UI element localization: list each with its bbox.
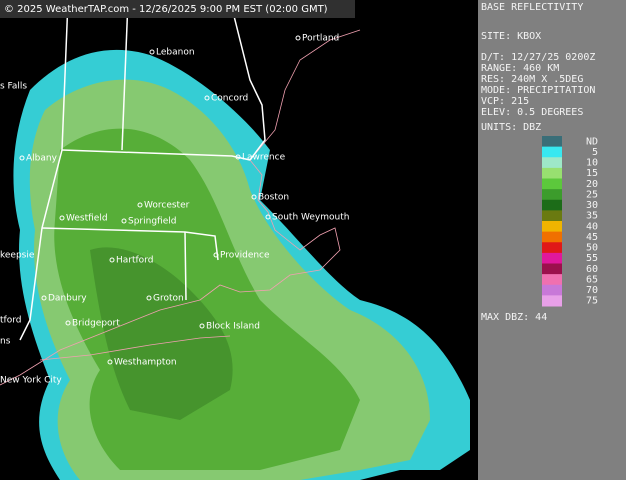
city-dot <box>199 323 205 329</box>
legend-swatch <box>542 284 562 296</box>
legend-swatch <box>542 178 562 190</box>
city-label: Boston <box>258 193 289 203</box>
city-label: South Weymouth <box>272 213 349 223</box>
legend-label: 75 <box>586 296 598 307</box>
header-text: © 2025 WeatherTAP.com - 12/26/2025 9:00 … <box>4 4 328 15</box>
city-label: Worcester <box>144 201 190 211</box>
city-label: s Falls <box>0 82 27 92</box>
site: SITE: KBOX <box>481 31 541 42</box>
city-label: Groton <box>153 294 184 304</box>
legend-swatch <box>542 242 562 254</box>
city-dot <box>19 155 25 161</box>
legend-label: 70 <box>586 285 598 296</box>
info-line: RES: 240M X .5DEG <box>481 74 583 85</box>
legend-swatch <box>542 167 562 179</box>
legend-label: 15 <box>586 168 598 179</box>
city-dot <box>295 35 301 41</box>
legend-label: 30 <box>586 200 598 211</box>
city-label: Portland <box>302 34 339 44</box>
info-line: ELEV: 0.5 DEGREES <box>481 107 583 118</box>
city-label: Providence <box>220 251 270 261</box>
legend-label: 55 <box>586 253 598 264</box>
city-dot <box>137 202 143 208</box>
city-label: Danbury <box>48 294 87 304</box>
legend-swatch <box>542 231 562 243</box>
header-bar <box>0 0 355 18</box>
panel-title: BASE REFLECTIVITY <box>481 2 583 13</box>
city-label: Westhampton <box>114 358 177 368</box>
city-label: Lawrence <box>242 153 286 163</box>
state-line <box>61 149 251 161</box>
legend-label: 50 <box>586 243 598 254</box>
info-line: D/T: 12/27/25 0200Z <box>481 52 595 63</box>
legend-swatch <box>542 263 562 275</box>
city-dot <box>41 295 47 301</box>
city-label: Hartford <box>116 256 153 266</box>
legend-label: 20 <box>586 179 598 190</box>
city-label: Springfield <box>128 217 176 227</box>
city-label: ns <box>0 337 11 347</box>
legend-swatch <box>542 157 562 169</box>
legend-label: 5 <box>592 147 598 158</box>
legend-swatch <box>542 274 562 286</box>
city-label: keepsie <box>0 251 35 261</box>
legend-swatch <box>542 146 562 158</box>
state-line <box>184 231 187 301</box>
legend-swatch <box>542 189 562 201</box>
legend-label: 65 <box>586 274 598 285</box>
city-dot <box>235 154 241 160</box>
city-label: New York City <box>0 376 62 386</box>
city-dot <box>121 218 127 224</box>
city-label: Albany <box>26 154 58 164</box>
legend-swatch <box>542 199 562 211</box>
legend-swatch <box>542 252 562 264</box>
legend-label: 60 <box>586 264 598 275</box>
info-line: RANGE: 460 KM <box>481 63 559 74</box>
city-label: Block Island <box>206 322 260 332</box>
city-dot <box>59 215 65 221</box>
legend-label: 45 <box>586 232 598 243</box>
legend-swatch <box>542 295 562 307</box>
coast-line-north <box>249 29 361 161</box>
city-label: Westfield <box>66 214 108 224</box>
echo-core <box>90 247 233 420</box>
legend-label: 25 <box>586 189 598 200</box>
city-dot <box>107 359 113 365</box>
legend-label: 10 <box>586 158 598 169</box>
state-line <box>121 0 129 151</box>
city-dot <box>251 194 257 200</box>
info-line: VCP: 215 <box>481 96 529 107</box>
city-label: Concord <box>211 94 248 104</box>
city-label: tford <box>0 316 21 326</box>
legend-swatch <box>542 136 562 148</box>
city-dot <box>204 95 210 101</box>
city-dot <box>149 49 155 55</box>
radar-echoes <box>13 49 470 480</box>
state-line <box>41 227 219 261</box>
state-borders <box>19 0 266 341</box>
city-label: Bridgeport <box>72 319 120 329</box>
legend-label: 40 <box>586 221 598 232</box>
units: UNITS: DBZ <box>481 122 541 133</box>
city-dot <box>65 320 71 326</box>
legend-label: ND <box>586 136 598 147</box>
state-line <box>229 0 266 161</box>
city-dot <box>109 257 115 263</box>
city-dot <box>213 252 219 258</box>
legend-label: 35 <box>586 211 598 222</box>
city-dot <box>146 295 152 301</box>
city-label: Lebanon <box>156 48 195 58</box>
legend-swatch <box>542 210 562 222</box>
info-line: MODE: PRECIPITATION <box>481 85 595 96</box>
max-dbz: MAX DBZ: 44 <box>481 312 547 323</box>
long-island <box>39 335 231 361</box>
city-dot <box>265 214 271 220</box>
legend-swatch <box>542 221 562 233</box>
